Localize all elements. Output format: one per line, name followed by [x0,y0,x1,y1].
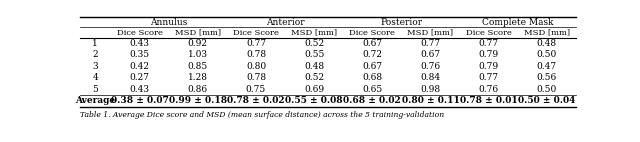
Text: 0.79: 0.79 [479,62,499,71]
Text: 0.92: 0.92 [188,39,208,48]
Text: 0.76: 0.76 [420,62,440,71]
Text: 1.03: 1.03 [188,50,208,59]
Text: 0.55: 0.55 [304,50,324,59]
Text: 0.77: 0.77 [479,73,499,83]
Text: 0.52: 0.52 [304,73,324,83]
Text: 4: 4 [92,73,98,83]
Text: 0.79: 0.79 [479,50,499,59]
Text: 0.98: 0.98 [420,85,440,94]
Text: Complete Mask: Complete Mask [482,18,554,27]
Text: 0.80 ± 0.11: 0.80 ± 0.11 [401,96,460,106]
Text: 0.56: 0.56 [537,73,557,83]
Text: MSD [mm]: MSD [mm] [175,29,221,36]
Text: 0.48: 0.48 [537,39,557,48]
Text: Dice Score: Dice Score [349,29,396,36]
Text: 0.65: 0.65 [362,85,383,94]
Text: 0.72: 0.72 [362,50,382,59]
Text: 0.85: 0.85 [188,62,208,71]
Text: Annulus: Annulus [150,18,188,27]
Text: MSD [mm]: MSD [mm] [291,29,337,36]
Text: 0.55 ± 0.08: 0.55 ± 0.08 [285,96,343,106]
Text: 0.78 ± 0.02: 0.78 ± 0.02 [227,96,285,106]
Text: 0.68 ± 0.02: 0.68 ± 0.02 [344,96,401,106]
Text: 0.76: 0.76 [479,85,499,94]
Text: 0.84: 0.84 [420,73,440,83]
Text: 0.67: 0.67 [362,62,382,71]
Text: 0.67: 0.67 [362,39,382,48]
Text: Dice Score: Dice Score [116,29,163,36]
Text: 0.77: 0.77 [246,39,266,48]
Text: Table 1. Average Dice score and MSD (mean surface distance) across the 5 trainin: Table 1. Average Dice score and MSD (mea… [80,111,444,119]
Text: 0.43: 0.43 [129,39,150,48]
Text: 5: 5 [92,85,98,94]
Text: Anterior: Anterior [266,18,305,27]
Text: 0.77: 0.77 [479,39,499,48]
Text: 0.47: 0.47 [537,62,557,71]
Text: 1.28: 1.28 [188,73,208,83]
Text: 0.43: 0.43 [129,85,150,94]
Text: 0.35: 0.35 [129,50,150,59]
Text: 0.78: 0.78 [246,73,266,83]
Text: 0.50 ± 0.04: 0.50 ± 0.04 [518,96,575,106]
Text: Posterior: Posterior [380,18,422,27]
Text: Average: Average [75,96,115,106]
Text: 3: 3 [92,62,98,71]
Text: 0.48: 0.48 [304,62,324,71]
Text: 0.80: 0.80 [246,62,266,71]
Text: 0.42: 0.42 [129,62,150,71]
Text: 0.68: 0.68 [362,73,382,83]
Text: 0.50: 0.50 [537,50,557,59]
Text: 0.69: 0.69 [304,85,324,94]
Text: MSD [mm]: MSD [mm] [524,29,570,36]
Text: 0.50: 0.50 [537,85,557,94]
Text: 0.38 ± 0.07: 0.38 ± 0.07 [111,96,168,106]
Text: Dice Score: Dice Score [466,29,511,36]
Text: 0.78 ± 0.01: 0.78 ± 0.01 [460,96,518,106]
Text: 1: 1 [92,39,98,48]
Text: 0.99 ± 0.18: 0.99 ± 0.18 [169,96,227,106]
Text: 0.67: 0.67 [420,50,440,59]
Text: 0.75: 0.75 [246,85,266,94]
Text: 0.77: 0.77 [420,39,440,48]
Text: 0.52: 0.52 [304,39,324,48]
Text: 0.27: 0.27 [129,73,150,83]
Text: 0.78: 0.78 [246,50,266,59]
Text: 2: 2 [92,50,98,59]
Text: MSD [mm]: MSD [mm] [408,29,454,36]
Text: Dice Score: Dice Score [233,29,279,36]
Text: 0.86: 0.86 [188,85,208,94]
